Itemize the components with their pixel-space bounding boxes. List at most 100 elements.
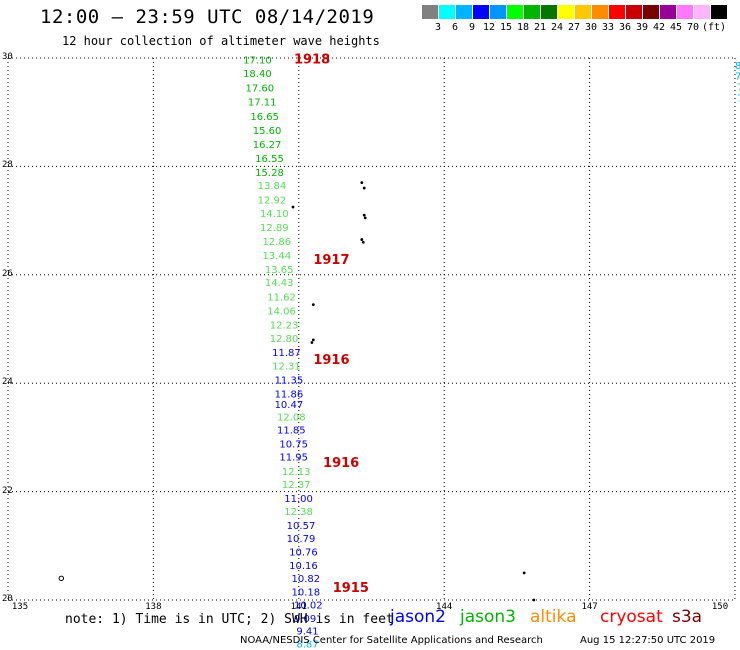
wave-height-value: 16.27 [253,140,282,151]
legend-label: 70 [686,22,700,33]
wave-height-value: 11.00 [284,494,313,505]
wave-height-value: 10.16 [289,561,318,572]
legend-swatch [473,5,489,19]
wave-height-value: 12.37 [282,480,311,491]
island-dot [532,598,536,602]
lon-tick-label: 144 [436,602,453,612]
legend-label: 9 [468,22,476,33]
wave-height-value: 12.80 [270,334,299,345]
wave-height-value: 14.06 [267,306,296,317]
legend-label: 36 [618,22,632,33]
wave-height-value: 10.18 [292,588,321,599]
island-dot [522,571,526,575]
legend-swatch [677,5,693,19]
legend-label: 33 [601,22,615,33]
wave-height-value: 12.08 [277,413,306,424]
wave-height-value: 16.65 [250,112,279,123]
legend-swatch [524,5,540,19]
wave-height-value: 11.95 [279,453,308,464]
legend-swatch [643,5,659,19]
wave-height-value: 13.44 [262,251,291,262]
wave-height-value: 9.41 [296,627,318,638]
pass-label: 1915 [333,581,369,596]
map-subtitle: 12 hour collection of altimeter wave hei… [62,34,380,48]
wave-height-value: 12.92 [258,195,287,206]
lon-tick-label: 135 [11,602,29,612]
wave-height-value: 10.47 [275,400,304,411]
footer-note: note: 1) Time is in UTC; 2) SWH is in fe… [65,612,394,627]
credit-line: NOAA/NESDIS Center for Satellite Applica… [240,635,543,646]
lon-tick-label: 138 [145,602,162,612]
lon-tick-label: 141 [290,602,307,612]
satellite-jason2: jason2 [390,607,446,627]
wave-height-value: 8.87 [296,640,318,650]
island-dot [310,341,314,344]
wave-height-value: 12.31 [272,362,301,373]
wave-height-value: 10.76 [289,548,318,559]
satellite-altika: altika [530,607,577,627]
pass-label: 1917 [313,253,349,268]
wave-height-value: 10.79 [287,534,316,545]
wave-height-value: 12.13 [282,467,311,478]
wave-height-value: 13.65 [265,265,294,276]
wave-height-value: 17.10 [243,55,272,66]
wave-height-value: 14.10 [260,209,289,220]
island-dot [360,181,364,185]
legend-swatch [558,5,574,19]
wave-height-value: 16.55 [255,154,284,165]
legend-swatch [507,5,523,19]
legend-label: 42 [652,22,666,33]
wave-height-value: 12.86 [262,237,291,248]
legend-swatch [609,5,625,19]
legend-swatch [660,5,676,19]
legend-label: 15 [499,22,513,33]
lat-tick-label: 24 [2,377,13,388]
generation-timestamp: Aug 15 12:27:50 UTC 2019 [580,635,716,646]
wave-height-value: 10.75 [279,440,308,451]
island-dot [360,238,364,241]
wave-height-value: 11.62 [267,292,296,303]
island-dot [362,186,366,190]
island-dot [311,338,315,342]
legend-swatch [694,5,710,19]
wave-height-value: 10.02 [294,601,323,612]
legend-swatch [626,5,642,19]
legend-label: 18 [516,22,530,33]
wave-height-value: 11.85 [277,426,306,437]
pass-label: 1916 [323,456,359,471]
satellite-jason3: jason3 [460,607,516,627]
wave-height-value: 13.84 [258,181,287,192]
legend-label: 24 [550,22,564,33]
lon-tick-label: 150 [711,602,729,612]
island-dot [363,216,367,220]
legend-label: 45 [669,22,683,33]
legend-swatch [592,5,608,19]
wave-height-value: 10.57 [287,521,316,532]
legend-label: 12 [482,22,496,33]
wave-height-value: 7. [737,93,740,104]
pass-label: 1918 [294,52,330,67]
legend-swatch [456,5,472,19]
pass-label: 1916 [313,353,349,368]
legend-swatch [439,5,455,19]
wave-height-value: 7. [737,83,740,94]
legend-label: 27 [567,22,581,33]
map-title: 12:00 — 23:59 UTC 08/14/2019 [40,6,375,28]
legend-swatch [490,5,506,19]
legend-swatch [711,5,727,19]
lon-tick-label: 147 [581,602,598,612]
wave-height-value: 7.5 [735,72,740,83]
satellite-s3a: s3a [672,607,703,627]
wave-height-value: 9.09 [294,614,316,625]
wave-height-value: 10.82 [292,574,321,585]
wave-height-value: 17.60 [245,84,274,95]
lat-tick-label: 22 [2,485,13,496]
wave-height-value: 15.60 [253,126,282,137]
legend-label: 21 [533,22,547,33]
legend-swatch [422,5,438,19]
satellite-cryosat: cryosat [600,607,663,627]
wave-height-value: 18.40 [243,69,272,80]
lat-tick-label: 26 [2,268,13,279]
legend-label: 6 [451,22,459,33]
